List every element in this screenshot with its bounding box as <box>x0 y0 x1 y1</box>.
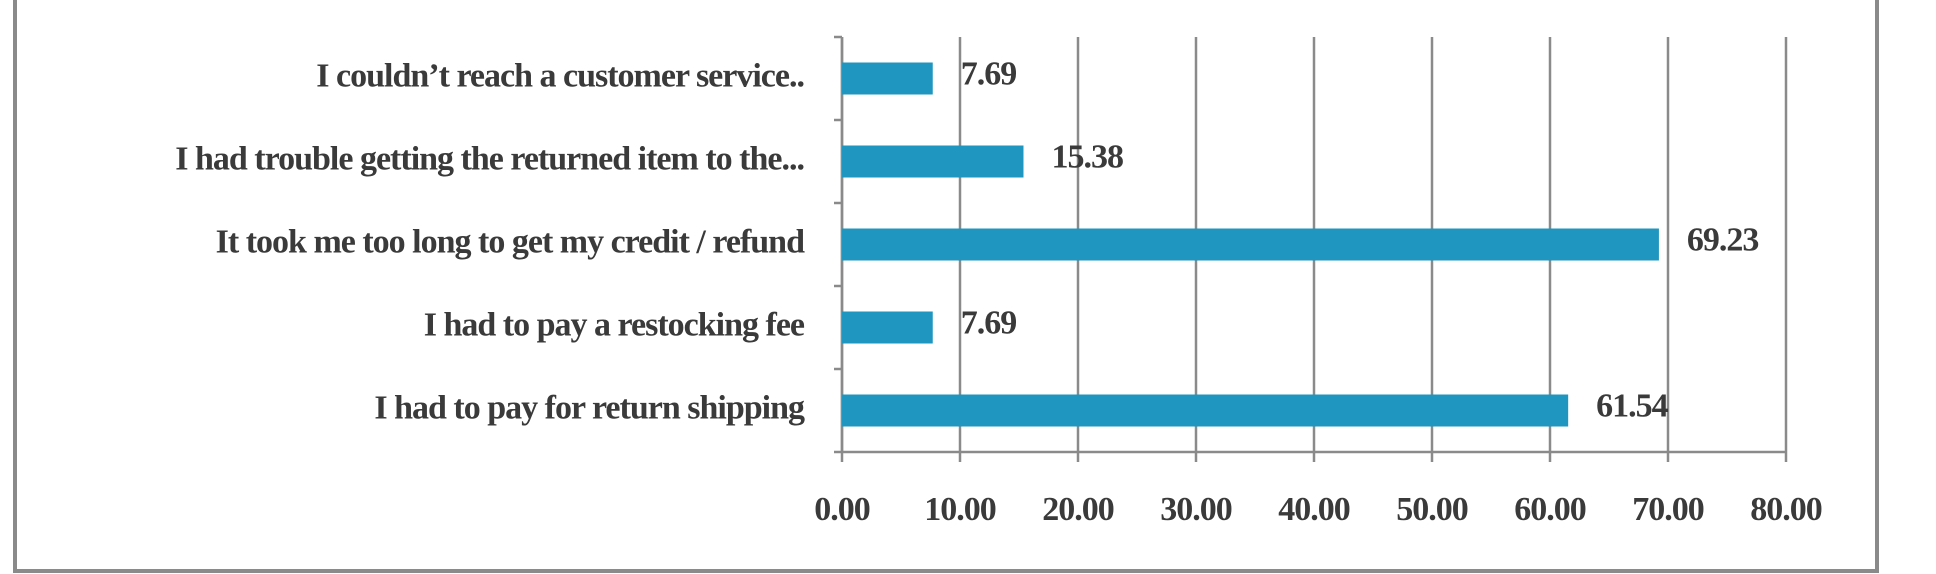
bar <box>842 311 933 344</box>
data-label: 7.69 <box>961 55 1017 92</box>
y-tick-label: I had trouble getting the returned item … <box>175 140 804 177</box>
y-tick-label: I had to pay a restocking fee <box>424 306 805 343</box>
x-tick-label: 30.00 <box>1160 491 1232 528</box>
chart-frame <box>13 0 1879 573</box>
bar <box>842 62 933 95</box>
bar <box>842 394 1569 427</box>
y-tick-label: I had to pay for return shipping <box>374 389 805 426</box>
data-label: 7.69 <box>961 304 1017 341</box>
data-label: 15.38 <box>1051 138 1123 175</box>
x-tick-label: 70.00 <box>1632 491 1704 528</box>
bar <box>842 228 1659 261</box>
y-tick-label: It took me too long to get my credit / r… <box>216 223 805 260</box>
x-tick-label: 60.00 <box>1514 491 1586 528</box>
x-tick-label: 80.00 <box>1750 491 1822 528</box>
x-tick-label: 0.00 <box>814 491 870 528</box>
x-tick-label: 40.00 <box>1278 491 1350 528</box>
x-tick-label: 50.00 <box>1396 491 1468 528</box>
x-tick-label: 20.00 <box>1042 491 1114 528</box>
data-label: 69.23 <box>1687 221 1759 258</box>
y-tick-label: I couldn’t reach a customer service.. <box>316 57 804 94</box>
bar <box>842 145 1024 178</box>
data-label: 61.54 <box>1596 387 1669 424</box>
x-tick-label: 10.00 <box>924 491 996 528</box>
